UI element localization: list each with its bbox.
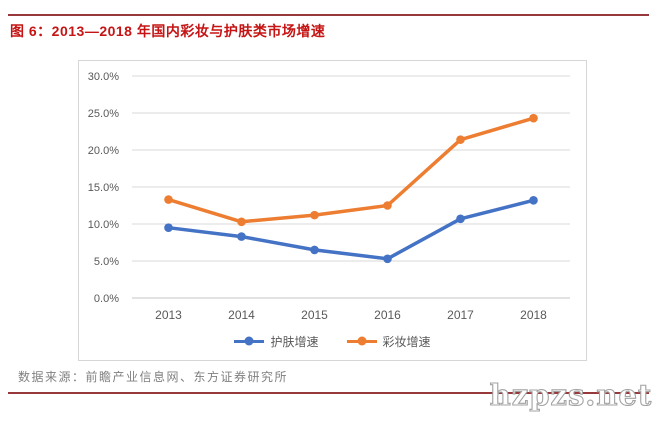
watermark-text: hzpzs.net [490,378,653,412]
data-point [456,135,465,144]
data-point [164,223,173,232]
x-axis-tick-label: 2014 [228,308,255,322]
data-point [529,196,538,205]
data-point [237,217,246,227]
data-source: 数据来源：前瞻产业信息网、东方证券研究所 [18,370,289,384]
bottom-rule [8,392,649,394]
data-point [237,232,246,241]
legend-line-marker-icon [234,336,265,346]
figure-title: 图 6：2013—2018 年国内彩妆与护肤类市场增速 [10,23,326,39]
data-point [310,210,319,220]
x-axis-tick-label: 2016 [374,308,401,322]
data-point [456,214,465,224]
chart-container: 0.0% 5.0% 10.0% 15.0% 20.0% 25.0% 30.0% 2013 201… [78,60,587,361]
y-axis-tick-label: 15.0% [88,182,119,194]
y-axis-tick-label: 5.0% [94,256,119,268]
x-axis-tick-label: 2018 [520,308,547,322]
legend-item: 护肤增速 [234,333,319,350]
x-axis-tick-label: 2017 [447,308,474,322]
series-line-彩妆增速 [166,116,536,224]
y-axis-tick-label: 10.0% [88,219,119,231]
legend-line-marker-icon [346,336,377,346]
legend-dot-icon [357,336,366,346]
y-axis-tick-label: 30.0% [88,71,119,83]
data-point [310,245,319,255]
legend-label: 彩妆增速 [382,334,431,349]
data-point [383,201,392,210]
series-line-护肤增速 [166,198,536,261]
legend-label: 护肤增速 [270,334,319,349]
line-chart: 0.0% 5.0% 10.0% 15.0% 20.0% 25.0% 30.0% 2013 201… [88,71,570,322]
data-point [383,254,392,264]
data-point [529,113,538,123]
data-point [164,195,173,204]
y-axis-tick-label: 0.0% [94,293,119,305]
x-axis-tick-label: 2015 [301,308,328,322]
x-axis-tick-label: 2013 [155,308,182,322]
legend-dot-icon [244,336,254,346]
y-axis-tick-label: 25.0% [88,108,119,120]
watermark: hzpzs.net [489,377,653,412]
top-rule [8,14,649,16]
y-axis-tick-label: 20.0% [88,145,119,157]
chart-legend: 护肤增速 彩妆增速 [79,328,586,354]
legend-item: 彩妆增速 [346,333,431,350]
